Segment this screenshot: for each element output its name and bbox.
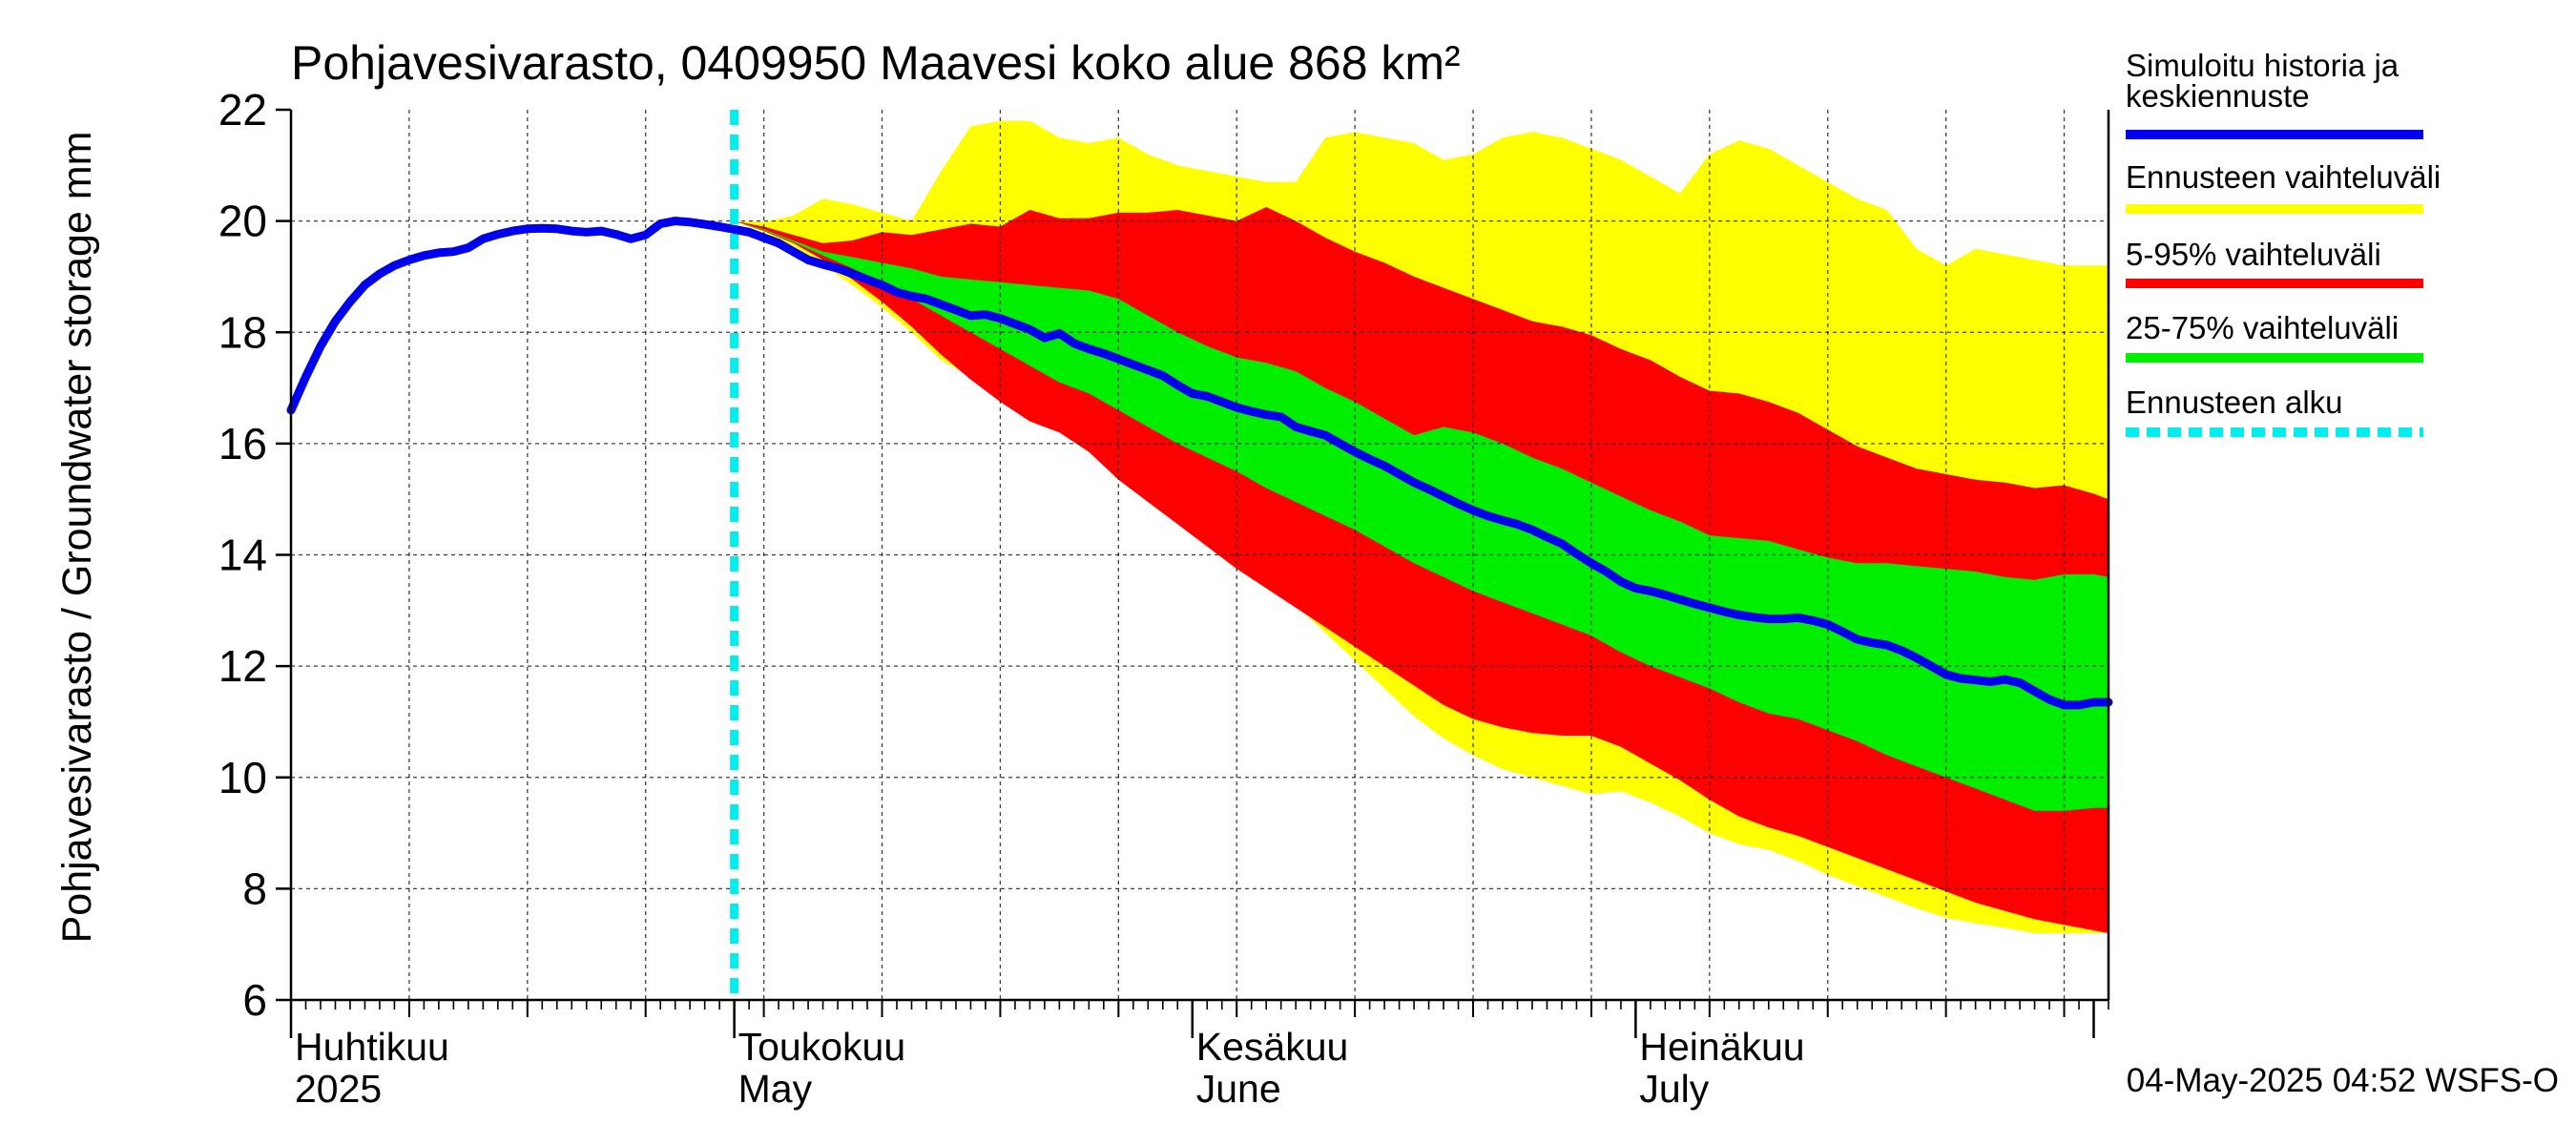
median-series bbox=[286, 217, 2113, 710]
forecast-bands bbox=[734, 120, 2109, 933]
y-tick-label-20: 20 bbox=[218, 197, 267, 246]
chart-title: Pohjavesivarasto, 0409950 Maavesi koko a… bbox=[291, 36, 1461, 90]
legend-label-25-75-vaihteluv-li: 25-75% vaihteluväli bbox=[2126, 310, 2399, 345]
median-line bbox=[286, 217, 2113, 710]
legend-label-simuloitu-historia-ja-keskiennuste-2: keskiennuste bbox=[2126, 78, 2310, 114]
x-month-sublabel-2025: 2025 bbox=[295, 1067, 382, 1111]
y-tick-label-12: 12 bbox=[218, 641, 267, 691]
x-month-sublabel-may: May bbox=[738, 1067, 813, 1111]
y-axis-label: Pohjavesivarasto / Groundwater storage m… bbox=[54, 132, 100, 944]
x-month-label-huhtikuu: Huhtikuu bbox=[295, 1025, 449, 1069]
y-tick-label-10: 10 bbox=[218, 753, 267, 802]
legend-label-ennusteen-alku: Ennusteen alku bbox=[2126, 385, 2343, 420]
x-month-label-hein-kuu: Heinäkuu bbox=[1639, 1025, 1804, 1069]
y-tick-label-18: 18 bbox=[218, 307, 267, 357]
y-tick-label-22: 22 bbox=[218, 85, 267, 135]
y-tick-label-14: 14 bbox=[218, 531, 267, 580]
y-tick-label-16: 16 bbox=[218, 419, 267, 468]
legend-label-5-95-vaihteluv-li: 5-95% vaihteluväli bbox=[2126, 237, 2381, 272]
x-month-sublabel-june: June bbox=[1196, 1067, 1281, 1111]
legend-label-ennusteen-vaihteluv-li: Ennusteen vaihteluväli bbox=[2126, 159, 2441, 195]
x-month-label-kes-kuu: Kesäkuu bbox=[1196, 1025, 1349, 1069]
band-25-75-vaihteluv-li bbox=[734, 220, 2109, 811]
x-month-label-toukokuu: Toukokuu bbox=[738, 1025, 906, 1069]
y-tick-label-6: 6 bbox=[242, 975, 267, 1025]
legend-label-simuloitu-historia-ja-keskiennuste: Simuloitu historia ja bbox=[2126, 48, 2399, 83]
y-tick-label-8: 8 bbox=[242, 864, 267, 913]
x-month-sublabel-july: July bbox=[1639, 1067, 1709, 1111]
y-axis: 6 8 10 12 14 16 18 20 22 bbox=[218, 85, 291, 1025]
footer-timestamp: 04-May-2025 04:52 WSFS-O bbox=[2127, 1062, 2559, 1099]
